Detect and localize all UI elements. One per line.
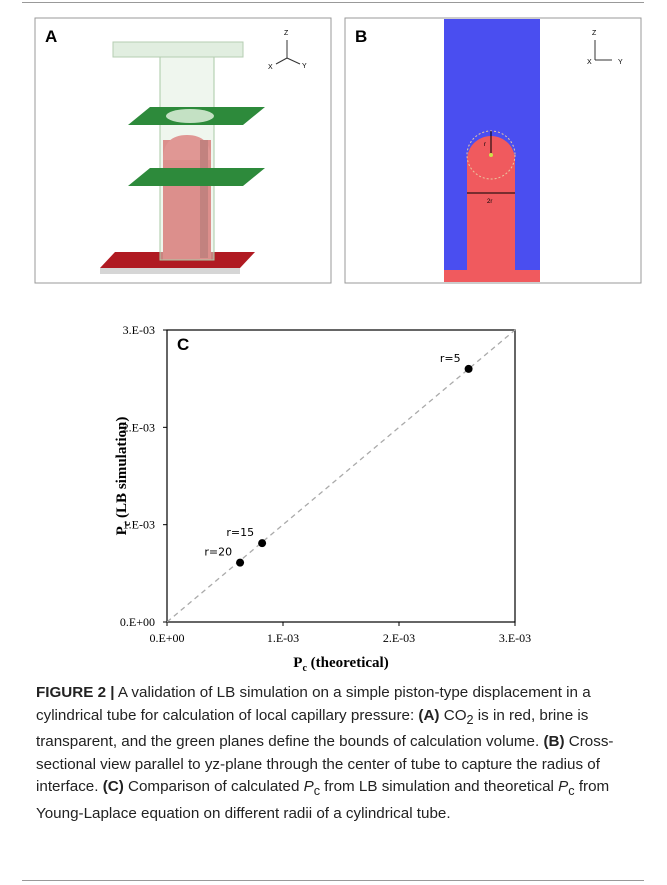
annotation: 2r bbox=[487, 199, 492, 205]
y-tick-label: 0.E+00 bbox=[120, 615, 155, 629]
caption-text: Comparison of calculated bbox=[123, 778, 304, 796]
scatter-chart: C Pc (theoretical) Pc (LB simulation) 0.… bbox=[114, 323, 531, 674]
tube bbox=[159, 54, 215, 261]
figure-number: FIGURE 2 | bbox=[36, 684, 115, 701]
subscript: 2 bbox=[466, 712, 474, 727]
panel-label: C bbox=[177, 335, 189, 354]
center-dot bbox=[489, 153, 493, 157]
base-edge bbox=[100, 268, 240, 274]
axis-label: Y bbox=[302, 63, 307, 70]
caption-text: is in red, brine is transparent, and the… bbox=[36, 706, 589, 751]
caption-text: A validation of LB simulation on a simpl… bbox=[36, 684, 591, 724]
y-tick-label: 2.E-03 bbox=[123, 420, 155, 434]
axis-label: X bbox=[268, 64, 273, 71]
y-tick-label: 3.E-03 bbox=[123, 323, 155, 337]
co2-region bbox=[467, 136, 515, 282]
caption-text: from Young-Laplace equation on different… bbox=[36, 778, 610, 822]
point-label: r=20 bbox=[204, 546, 232, 559]
figure: A Z X Y r 2r B Z X Y C Pc (theoretical) … bbox=[34, 17, 642, 674]
data-point bbox=[464, 364, 473, 373]
caption-text: from LB simulation and theoretical bbox=[320, 778, 559, 796]
annotation: r bbox=[484, 142, 486, 148]
reference-line bbox=[166, 329, 516, 623]
top-plate bbox=[112, 41, 244, 58]
bottom-rule bbox=[22, 880, 644, 881]
x-axis-label: Pc (theoretical) bbox=[293, 655, 388, 674]
panel-label: B bbox=[355, 27, 367, 46]
caption-text: Cross-sectional view parallel to yz-plan… bbox=[36, 733, 614, 796]
caption-ref: (B) bbox=[543, 733, 565, 751]
x-tick-label: 1.E-03 bbox=[267, 631, 299, 645]
caption-text: CO bbox=[439, 706, 467, 724]
y-axis-label: Pc (LB simulation) bbox=[114, 417, 133, 536]
green-plane bbox=[128, 168, 265, 186]
x-tick-label: 2.E-03 bbox=[383, 631, 415, 645]
caption: FIGURE 2 | A validation of LB simulation… bbox=[36, 682, 636, 825]
subscript: c bbox=[313, 784, 321, 799]
axis-label: Z bbox=[284, 30, 289, 37]
data-point bbox=[236, 558, 245, 567]
point-label: r=15 bbox=[226, 526, 254, 539]
x-tick-label: 3.E-03 bbox=[499, 631, 531, 645]
axis bbox=[275, 57, 288, 65]
axis bbox=[286, 57, 301, 65]
data-point bbox=[258, 539, 267, 548]
axis-label: Y bbox=[618, 59, 623, 66]
axis-label: Z bbox=[592, 30, 597, 37]
caption-ref: (A) bbox=[418, 706, 440, 724]
tube-section bbox=[166, 109, 214, 123]
subscript: c bbox=[568, 784, 575, 799]
symbol: P bbox=[303, 778, 314, 796]
axis-label: X bbox=[587, 59, 592, 66]
top-rule bbox=[22, 2, 644, 3]
y-tick-label: 1.E-03 bbox=[123, 518, 155, 532]
x-tick-label: 0.E+00 bbox=[149, 631, 184, 645]
panel-label: A bbox=[45, 27, 57, 46]
plot-frame bbox=[166, 329, 516, 623]
caption-ref: (C) bbox=[102, 778, 124, 796]
co2-base bbox=[444, 270, 540, 282]
point-label: r=5 bbox=[440, 352, 461, 365]
symbol: P bbox=[558, 778, 569, 796]
